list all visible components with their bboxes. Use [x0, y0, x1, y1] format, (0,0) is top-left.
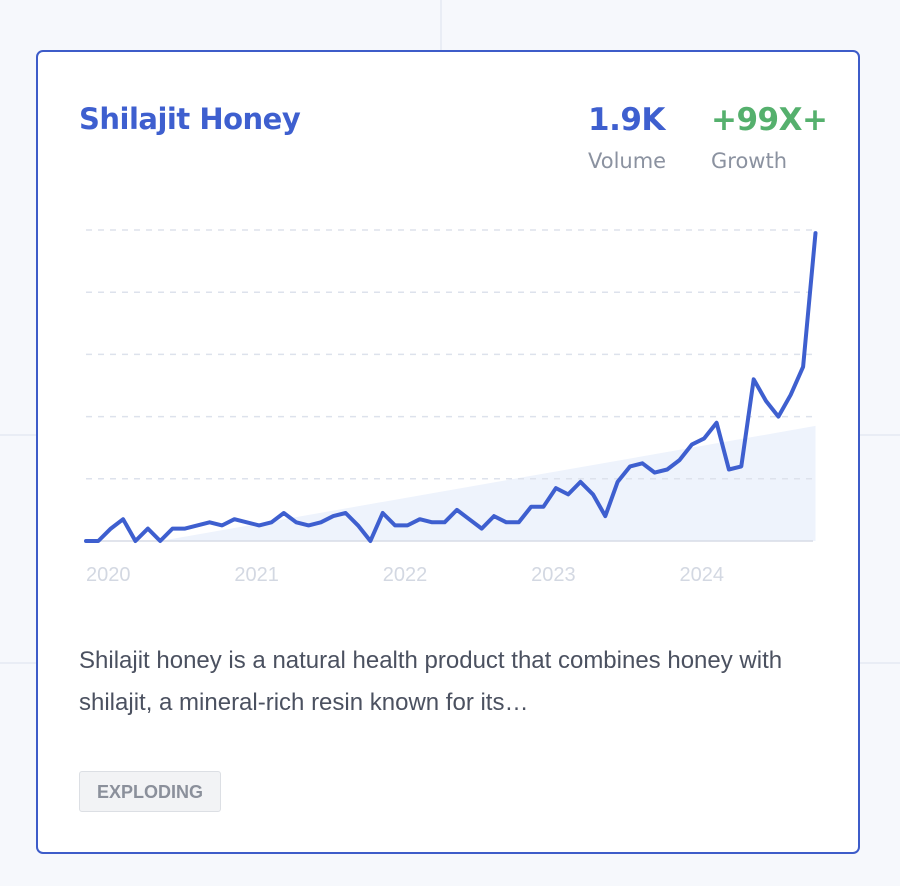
background-grid-line [0, 434, 36, 436]
volume-value: 1.9K [588, 102, 665, 138]
growth-value: +99X+ [711, 102, 828, 138]
trend-title[interactable]: Shilajit Honey [79, 102, 301, 136]
status-badge: EXPLODING [79, 771, 222, 812]
x-tick-label: 2021 [234, 564, 279, 586]
background-grid-line [440, 0, 442, 50]
volume-label: Volume [588, 149, 667, 173]
trend-card[interactable]: Shilajit Honey 1.9K Volume +99X+ Growth … [36, 50, 860, 854]
trend-area [160, 425, 816, 541]
growth-stat: +99X+ Growth [711, 102, 828, 174]
background-grid-line [860, 662, 900, 664]
x-tick-label: 2020 [86, 564, 131, 586]
volume-stat: 1.9K Volume [588, 102, 666, 174]
growth-label: Growth [711, 149, 788, 173]
background-grid-line [0, 662, 36, 664]
x-tick-label: 2023 [531, 564, 576, 586]
trend-description: Shilajit honey is a natural health produ… [79, 647, 783, 716]
trend-line [84, 231, 818, 543]
x-tick-label: 2024 [679, 564, 724, 586]
background-grid-line [860, 434, 900, 436]
x-tick-label: 2022 [383, 564, 428, 586]
